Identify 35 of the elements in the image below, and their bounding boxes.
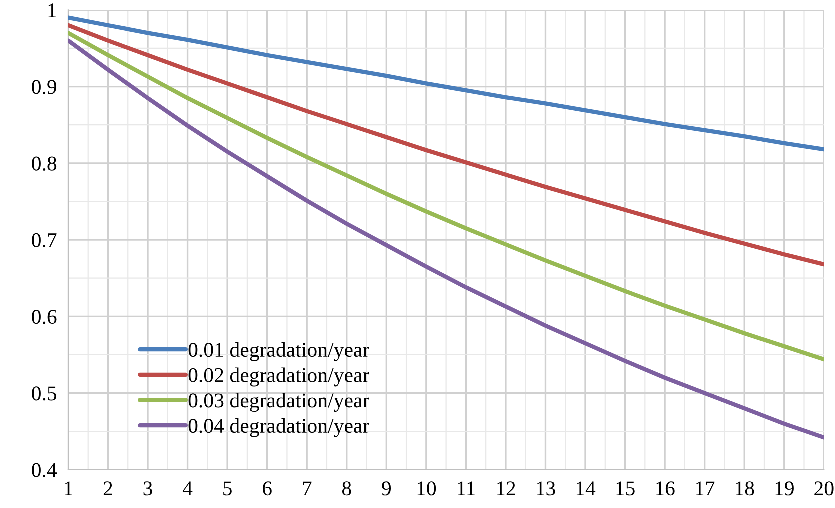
x-tick-label: 8 bbox=[342, 482, 352, 496]
legend-label: 0.04 degradation/year bbox=[188, 418, 370, 438]
x-tick-label: 15 bbox=[616, 482, 635, 496]
x-tick-label: 16 bbox=[656, 482, 675, 496]
line-series bbox=[68, 23, 824, 267]
x-tick-label: 2 bbox=[104, 482, 112, 496]
x-tick-label: 9 bbox=[382, 482, 392, 496]
x-tick-label: 12 bbox=[497, 482, 516, 496]
line-series bbox=[68, 16, 824, 152]
x-tick-label: 17 bbox=[696, 482, 715, 496]
x-tick-label: 11 bbox=[458, 482, 475, 496]
y-tick-label: 0.7 bbox=[32, 233, 57, 248]
line-series bbox=[68, 38, 824, 440]
y-tick-label: 0.6 bbox=[32, 310, 57, 324]
x-tick-label: 18 bbox=[736, 482, 754, 496]
y-tick-label: 0.9 bbox=[32, 80, 57, 94]
y-tick-label: 1 bbox=[48, 4, 56, 18]
legend-label: 0.02 degradation/year bbox=[188, 368, 370, 387]
y-tick-label: 0.8 bbox=[32, 156, 57, 171]
x-tick-label: 7 bbox=[303, 482, 312, 496]
x-tick-label: 13 bbox=[537, 482, 556, 496]
y-tick-label: 0.5 bbox=[32, 386, 57, 401]
line-series bbox=[68, 31, 824, 362]
x-tick-label: 19 bbox=[776, 482, 794, 496]
x-tick-label: 3 bbox=[144, 482, 152, 496]
x-tick-label: 10 bbox=[418, 482, 436, 496]
x-tick-label: 1 bbox=[65, 482, 72, 496]
y-tick-label: 0.4 bbox=[32, 463, 58, 478]
x-tick-label: 20 bbox=[814, 482, 834, 496]
legend-label: 0.03 degradation/year bbox=[188, 393, 370, 412]
x-tick-label: 5 bbox=[224, 482, 232, 496]
x-tick-label: 4 bbox=[182, 482, 193, 496]
x-tick-label: 6 bbox=[263, 482, 272, 496]
x-tick-label: 14 bbox=[576, 482, 596, 496]
legend-label: 0.01 degradation/year bbox=[188, 342, 370, 362]
